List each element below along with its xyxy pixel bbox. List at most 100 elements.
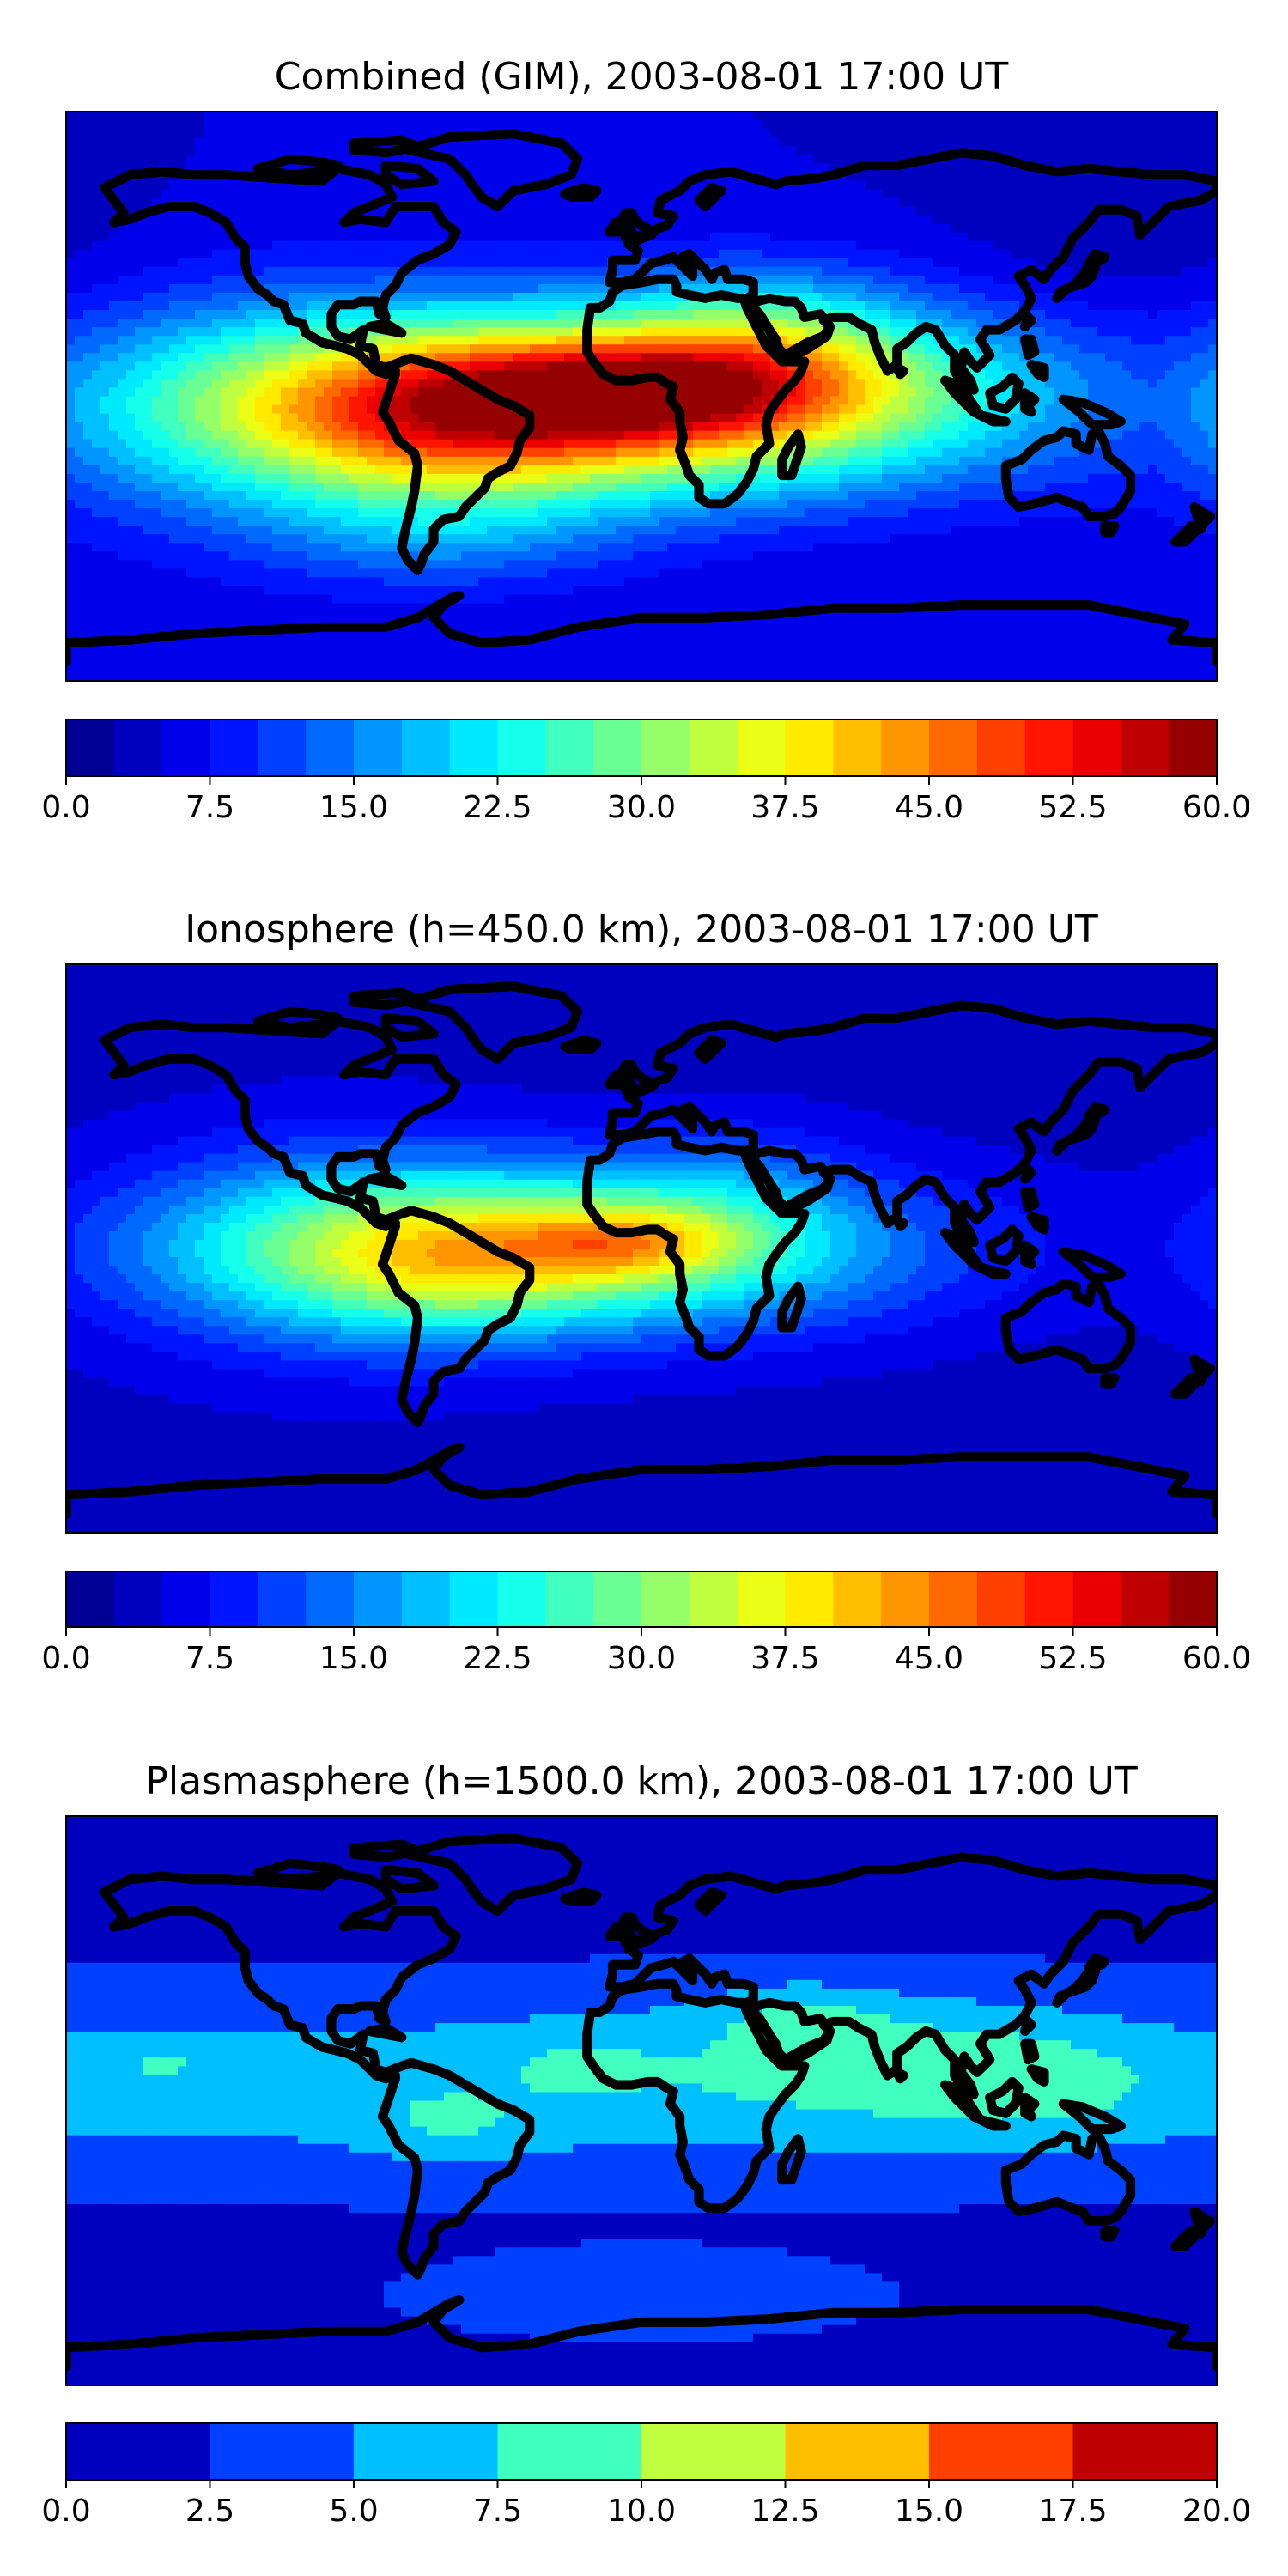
heat-cell [890, 258, 900, 268]
heat-cell [264, 180, 273, 191]
heat-cell [710, 206, 720, 216]
heat-cell [616, 370, 625, 380]
heat-cell [255, 215, 264, 225]
heat-cell [264, 430, 273, 440]
heat-cell [521, 172, 531, 181]
heat-cell [598, 275, 608, 285]
heat-cell [719, 215, 728, 225]
map-panel-combined [65, 111, 1218, 682]
heat-cell [204, 275, 213, 285]
heat-cell [186, 223, 196, 234]
heat-cell [478, 215, 488, 225]
heat-cell [1208, 361, 1217, 371]
heat-cell [384, 344, 393, 354]
heat-cell [315, 146, 325, 155]
heat-cell [418, 275, 428, 285]
heat-cell [1165, 413, 1175, 423]
heat-cell [787, 146, 797, 155]
heat-cell [848, 387, 857, 398]
heat-cell [693, 422, 702, 432]
heat-cell [375, 155, 385, 164]
heat-cell [942, 353, 951, 362]
heat-cell [899, 327, 908, 337]
heat-cell [1208, 146, 1217, 155]
heat-cell [659, 155, 668, 164]
heat-cell [951, 112, 960, 121]
heat-cell [478, 353, 488, 362]
heat-cell [152, 249, 161, 259]
heat-cell [289, 275, 299, 285]
heat-cell [521, 249, 531, 259]
heat-cell [925, 353, 934, 362]
heat-cell [255, 336, 264, 345]
heat-cell [229, 404, 239, 415]
heat-cell [770, 370, 780, 380]
heat-cell [744, 258, 754, 268]
heat-cell [126, 404, 136, 415]
heat-cell [951, 180, 960, 191]
heat-cell [212, 266, 222, 276]
heat-cell [796, 413, 805, 423]
heat-cell [1011, 129, 1020, 138]
heat-cell [1019, 180, 1029, 191]
heat-cell [702, 353, 711, 362]
heat-cell [1174, 413, 1183, 423]
heat-cell [1105, 319, 1115, 328]
heat-cell [933, 215, 943, 225]
heat-cell [186, 240, 196, 251]
heat-cell [126, 197, 136, 208]
heat-cell [624, 266, 634, 276]
heat-cell [521, 223, 531, 234]
heat-cell [693, 310, 702, 319]
heat-cell [401, 215, 410, 225]
heat-cell [272, 197, 282, 208]
heat-cell [787, 249, 797, 259]
heat-cell [1208, 112, 1217, 121]
heat-cell [530, 344, 539, 354]
heat-cell [951, 310, 960, 319]
heat-cell [564, 336, 574, 345]
heat-cell [822, 120, 831, 130]
heat-cell [942, 112, 951, 121]
heat-cell [513, 258, 522, 268]
heat-cell [908, 112, 917, 121]
heat-cell [212, 396, 222, 406]
heat-cell [908, 163, 917, 173]
heat-cell [856, 370, 866, 380]
heat-cell [1191, 404, 1200, 415]
heat-cell [822, 413, 831, 423]
heat-cell [453, 275, 462, 285]
heat-cell [255, 232, 264, 242]
heat-cell [92, 120, 101, 130]
heat-cell [1148, 206, 1157, 216]
heat-cell [1182, 370, 1192, 380]
heat-cell [418, 240, 428, 251]
heat-cell [1002, 396, 1012, 406]
heat-cell [307, 353, 316, 362]
heat-cell [547, 413, 556, 423]
heat-cell [221, 249, 230, 259]
heat-cell [959, 292, 969, 302]
heat-cell [118, 353, 127, 362]
heat-cell [178, 292, 187, 302]
heat-cell [899, 353, 908, 362]
heat-cell [495, 361, 505, 371]
heat-cell [1165, 180, 1175, 191]
heat-cell [796, 327, 805, 337]
heat-cell [1079, 310, 1089, 319]
heat-cell [890, 240, 900, 251]
heat-cell [822, 266, 831, 276]
heat-cell [169, 344, 179, 354]
heat-cell [427, 413, 436, 423]
heat-cell [315, 137, 325, 147]
heat-cell [229, 249, 239, 259]
heat-cell [882, 146, 891, 155]
heat-cell [1114, 361, 1123, 371]
heat-cell [590, 379, 599, 389]
heat-cell [1011, 206, 1020, 216]
heat-cell [100, 146, 110, 155]
heat-cell [367, 155, 376, 164]
heat-cell [598, 319, 608, 328]
heat-cell [161, 129, 170, 138]
heat-cell [951, 336, 960, 345]
